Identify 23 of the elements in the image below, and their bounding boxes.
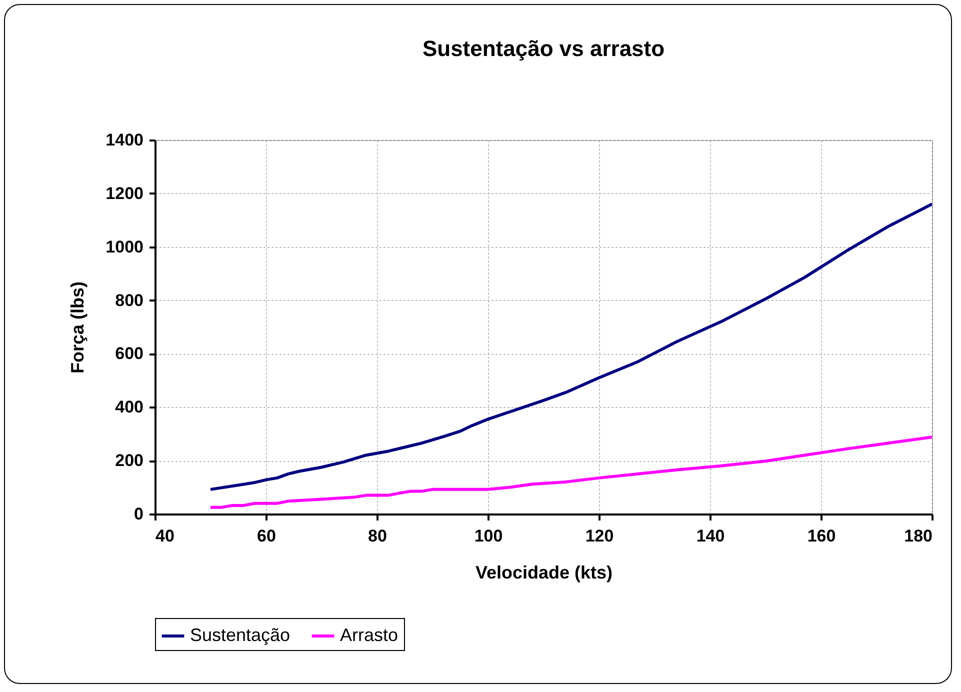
line-series [209,202,932,491]
x-tick-label: 140 [696,526,725,546]
y-axis-title: Força (lbs) [68,281,88,374]
legend-label: Sustentação [190,625,290,645]
y-tick-label: 400 [115,398,144,417]
x-tick-label: 40 [156,526,174,546]
x-tick-label: 80 [368,526,387,546]
y-tick-label: 600 [115,344,144,364]
y-tick-label: 1400 [106,130,144,150]
x-tick-label: 180 [904,526,932,546]
y-tick-label: 1200 [106,184,144,203]
y-tick-label: 0 [134,504,144,524]
x-tick-label: 120 [585,526,614,546]
y-tick-label: 200 [115,451,144,470]
line-series [209,436,932,509]
x-tick-label: 160 [807,526,836,546]
y-tick-label: 1000 [106,237,144,256]
x-axis-title: Velocidade (kts) [475,562,613,582]
x-tick-label: 100 [474,526,503,546]
legend-label: Arrasto [340,625,398,645]
x-tick-label: 60 [257,526,276,546]
chart-title: Sustentação vs arrasto [422,36,665,61]
y-tick-label: 800 [115,290,144,310]
